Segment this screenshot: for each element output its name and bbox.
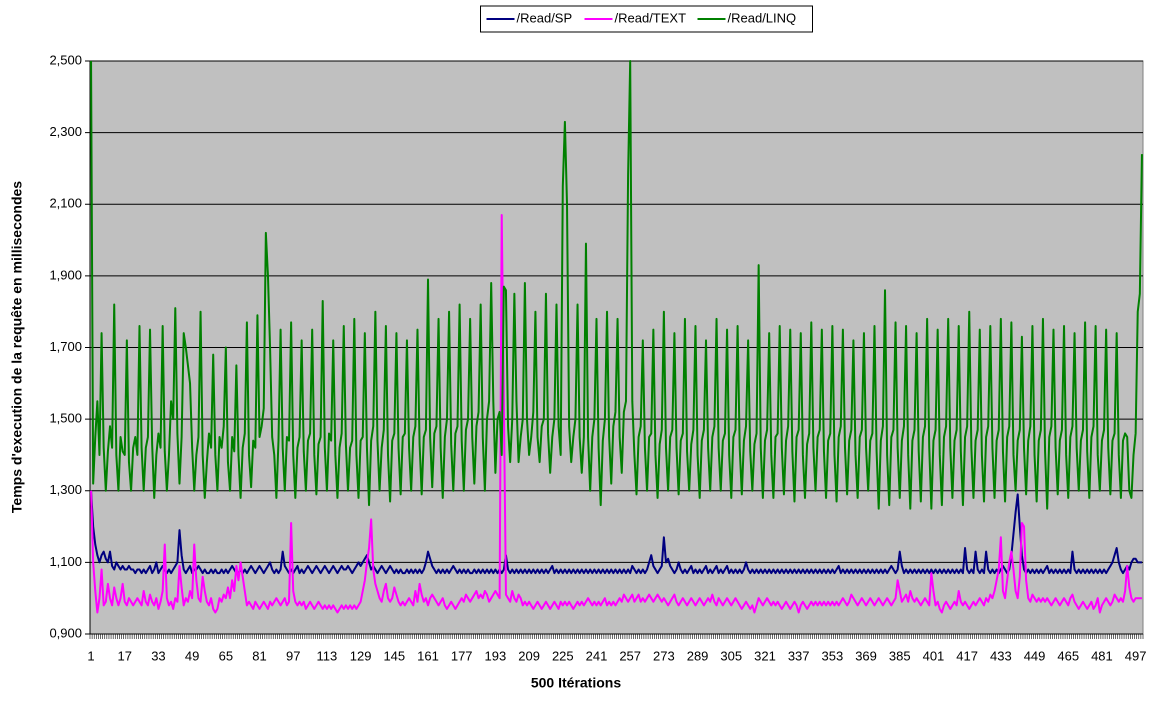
y-tick-label: 1,100 bbox=[49, 554, 82, 569]
series-line bbox=[90, 490, 1142, 575]
y-tick-label: 2,300 bbox=[49, 124, 82, 139]
legend-label: /Read/LINQ bbox=[728, 10, 797, 25]
y-tick-label: 1,700 bbox=[49, 339, 82, 354]
x-tick-label: 305 bbox=[720, 648, 742, 663]
y-tick-label: 0,900 bbox=[49, 625, 82, 640]
x-tick-label: 433 bbox=[990, 648, 1012, 663]
x-tick-label: 177 bbox=[451, 648, 473, 663]
y-tick-label: 1,500 bbox=[49, 411, 82, 426]
x-tick-label: 193 bbox=[485, 648, 507, 663]
y-tick-label: 2,500 bbox=[49, 52, 82, 67]
y-tick-label: 1,900 bbox=[49, 267, 82, 282]
x-tick-label: 17 bbox=[118, 648, 132, 663]
legend-label: /Read/TEXT bbox=[615, 10, 687, 25]
x-tick-label: 129 bbox=[350, 648, 372, 663]
x-tick-label: 401 bbox=[923, 648, 945, 663]
x-axis-title: 500 Itérations bbox=[531, 675, 621, 691]
x-tick-label: 289 bbox=[687, 648, 709, 663]
x-tick-label: 497 bbox=[1125, 648, 1147, 663]
x-tick-label: 241 bbox=[586, 648, 608, 663]
x-tick-label: 321 bbox=[754, 648, 776, 663]
series-line bbox=[90, 213, 1142, 614]
x-tick-label: 257 bbox=[619, 648, 641, 663]
x-tick-label: 481 bbox=[1091, 648, 1113, 663]
y-tick-label: 2,100 bbox=[49, 196, 82, 211]
x-tick-label: 273 bbox=[653, 648, 675, 663]
x-tick-label: 369 bbox=[855, 648, 877, 663]
x-tick-label: 49 bbox=[185, 648, 199, 663]
x-tick-label: 225 bbox=[552, 648, 574, 663]
x-tick-label: 209 bbox=[518, 648, 540, 663]
y-axis-title: Temps d'execution de la requête en milli… bbox=[9, 181, 25, 513]
y-tick-label: 1,300 bbox=[49, 482, 82, 497]
x-tick-label: 1 bbox=[87, 648, 94, 663]
x-tick-label: 161 bbox=[417, 648, 439, 663]
x-tick-label: 145 bbox=[383, 648, 405, 663]
x-tick-label: 417 bbox=[956, 648, 978, 663]
x-tick-label: 33 bbox=[151, 648, 165, 663]
x-tick-label: 97 bbox=[286, 648, 300, 663]
x-tick-label: 449 bbox=[1024, 648, 1046, 663]
series-line bbox=[90, 60, 1143, 510]
x-tick-label: 65 bbox=[219, 648, 233, 663]
x-tick-label: 465 bbox=[1057, 648, 1079, 663]
x-tick-label: 353 bbox=[822, 648, 844, 663]
x-tick-label: 81 bbox=[252, 648, 266, 663]
legend-label: /Read/SP bbox=[517, 10, 573, 25]
x-category-ticks bbox=[89, 634, 1144, 639]
x-tick-label: 113 bbox=[317, 648, 338, 663]
legend-box bbox=[480, 5, 813, 33]
x-tick-label: 337 bbox=[788, 648, 810, 663]
x-tick-label: 385 bbox=[889, 648, 911, 663]
